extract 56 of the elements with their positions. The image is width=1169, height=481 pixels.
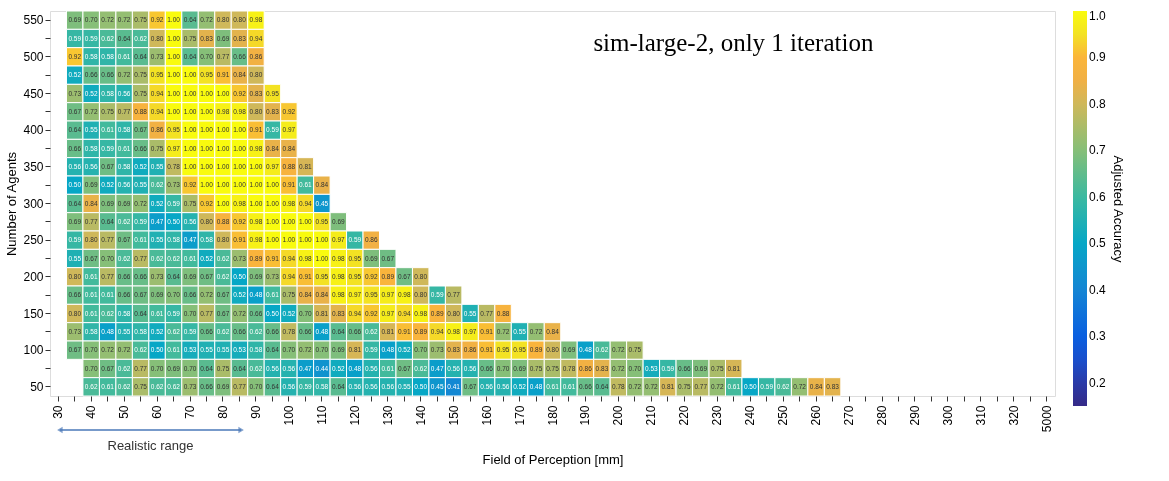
color-bar-label: 0.8 xyxy=(1089,96,1107,111)
x-tick-label: 140 xyxy=(413,405,428,426)
y-tick-label: 200 xyxy=(23,269,44,284)
text: Realistic range xyxy=(107,438,194,453)
y-tick-label: 350 xyxy=(23,159,44,174)
x-tick-label: 210 xyxy=(644,405,659,426)
x-tick-label: 240 xyxy=(743,405,758,426)
x-axis-title: Field of Perception [mm] xyxy=(482,452,624,468)
x-tick-label: 130 xyxy=(380,405,395,426)
x-tick-label: 310 xyxy=(973,405,988,426)
x-tick-label: 180 xyxy=(545,405,560,426)
x-tick-label: 60 xyxy=(150,405,165,419)
color-bar-label: 0.9 xyxy=(1089,50,1107,65)
x-tick-label: 220 xyxy=(677,405,692,426)
color-bar-label: 0.7 xyxy=(1089,143,1107,158)
x-tick-label: 90 xyxy=(248,405,263,419)
x-tick-label: 150 xyxy=(446,405,461,426)
x-tick-label: 280 xyxy=(875,405,890,426)
x-tick-label: 120 xyxy=(347,405,362,426)
color-bar-label: 0.5 xyxy=(1089,236,1107,251)
x-tick-label: 190 xyxy=(578,405,593,426)
color-bar-label: 0.2 xyxy=(1089,375,1107,390)
x-tick-label: 250 xyxy=(776,405,791,426)
text: sim-large-2, only 1 iteration xyxy=(593,29,874,56)
x-tick-label: 110 xyxy=(314,405,329,425)
x-tick-label: 300 xyxy=(940,405,955,426)
x-tick-label: 270 xyxy=(842,405,857,426)
y-axis-title: Number of Agents xyxy=(4,151,20,257)
x-tick-label: 320 xyxy=(1006,405,1021,426)
x-tick-label: 5000 xyxy=(1039,405,1054,433)
x-tick-label: 160 xyxy=(479,405,494,426)
color-bar-label: 0.3 xyxy=(1089,329,1107,344)
y-tick-label: 300 xyxy=(23,196,44,211)
y-tick-label: 50 xyxy=(30,379,44,394)
x-tick-label: 50 xyxy=(117,405,132,419)
color-bar-label: 1.0 xyxy=(1089,9,1107,23)
y-tick-label: 250 xyxy=(23,233,44,248)
x-tick-label: 40 xyxy=(84,405,99,419)
x-tick-label: 260 xyxy=(809,405,824,426)
y-tick-label: 450 xyxy=(23,86,44,101)
x-tick-label: 290 xyxy=(907,405,922,426)
color-bar-label: 0.4 xyxy=(1089,282,1107,297)
y-tick-label: 150 xyxy=(23,306,44,321)
y-tick-label: 100 xyxy=(23,343,44,358)
x-tick-label: 30 xyxy=(51,405,66,419)
y-tick-label: 400 xyxy=(23,123,44,138)
x-tick-label: 230 xyxy=(710,405,725,426)
color-bar-label: 0.6 xyxy=(1089,189,1107,204)
y-tick-label: 500 xyxy=(23,49,44,64)
x-tick-label: 70 xyxy=(183,405,198,419)
y-tick-label: 550 xyxy=(23,13,44,28)
x-tick-label: 170 xyxy=(512,405,527,426)
x-tick-label: 80 xyxy=(215,405,230,419)
x-tick-label: 200 xyxy=(611,405,626,426)
color-bar-title: Adjusted Accuracy xyxy=(1111,155,1126,263)
x-tick-label: 100 xyxy=(281,405,296,426)
